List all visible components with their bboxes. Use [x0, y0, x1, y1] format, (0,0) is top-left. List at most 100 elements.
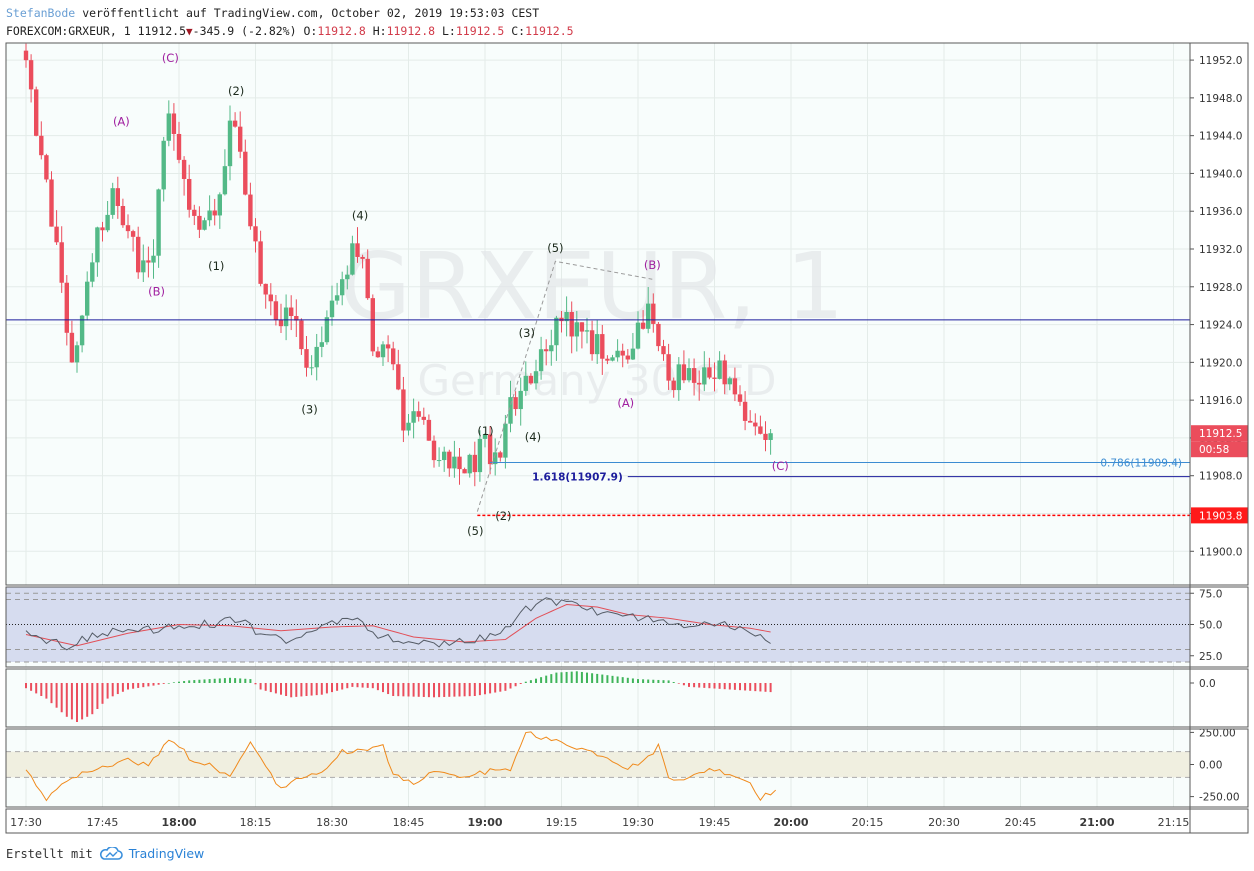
histogram-bar — [417, 683, 420, 697]
down-arrow-icon: ▼ — [186, 25, 193, 38]
wave-label: (3) — [301, 402, 317, 416]
osc1-main-line — [25, 597, 771, 651]
candle-body — [702, 367, 707, 385]
histogram-bar — [611, 675, 614, 683]
candle-body — [100, 227, 105, 231]
histogram-bar — [249, 679, 252, 683]
candle-body — [538, 349, 544, 372]
histogram-bar — [198, 679, 201, 683]
candle-body — [289, 307, 294, 317]
candle-body — [482, 434, 488, 439]
histogram-bar — [642, 679, 645, 683]
histogram-bar — [382, 683, 384, 693]
candle-body — [283, 307, 289, 327]
histogram-bar — [407, 683, 410, 697]
histogram-bar — [147, 683, 150, 687]
time-tick-label: 20:45 — [1005, 816, 1037, 829]
histogram-bar — [101, 683, 104, 704]
time-axis-border — [5, 808, 1249, 834]
histogram-bar — [208, 679, 211, 683]
current-price-tag: 11912.5 — [1199, 428, 1242, 440]
candle-body — [238, 126, 243, 152]
candle-body — [166, 113, 171, 141]
candle-body — [187, 178, 192, 210]
candle-body — [380, 344, 386, 358]
candle-body — [79, 315, 85, 346]
candle-body — [574, 322, 579, 337]
footer-prefix: Erstellt mit — [6, 846, 93, 861]
histogram-bar — [713, 683, 716, 689]
price-tick-label: 11952.0 — [1199, 55, 1242, 67]
histogram-bar — [157, 683, 160, 685]
histogram-bar — [341, 683, 344, 690]
candle-body — [28, 60, 34, 90]
time-tick-label: 20:15 — [852, 816, 884, 829]
wave-label: (C) — [772, 459, 789, 473]
footer-brand[interactable]: TradingView — [128, 846, 205, 861]
histogram-bar — [591, 673, 594, 683]
price-tick-label: 11948.0 — [1199, 93, 1242, 105]
wave-label: (3) — [519, 326, 535, 340]
candle-body — [467, 454, 472, 474]
price-tick-label: 11944.0 — [1199, 131, 1242, 143]
histogram-bar — [667, 680, 670, 683]
histogram-bar — [453, 683, 456, 697]
candle-body — [273, 301, 279, 321]
candle-body — [110, 188, 115, 215]
marker-price-tag: 11903.8 — [1199, 510, 1242, 522]
histogram-bar — [703, 683, 706, 688]
histogram-bar — [183, 681, 186, 683]
histogram-bar — [749, 683, 752, 691]
candle-body — [523, 375, 528, 391]
histogram-bar — [213, 678, 216, 683]
histogram-bar — [682, 683, 685, 686]
candle-body — [59, 242, 64, 283]
author-name[interactable]: StefanBode — [6, 6, 76, 20]
candle-body — [753, 422, 758, 427]
time-tick-label: 18:30 — [316, 816, 348, 829]
candle-body — [74, 345, 80, 363]
time-tick-label: 20:00 — [773, 816, 808, 829]
histogram-bar — [733, 683, 736, 690]
candles — [23, 43, 773, 487]
candle-body — [768, 433, 773, 440]
candle-body — [666, 354, 671, 381]
high-value: 11912.8 — [386, 24, 436, 38]
close-label: C: — [511, 24, 526, 38]
price-tick-label: 11936.0 — [1199, 206, 1242, 218]
histogram-bar — [754, 683, 757, 692]
histogram-bar — [86, 683, 89, 717]
candle-body — [105, 214, 110, 231]
candle-body — [156, 189, 161, 256]
histogram-bar — [142, 683, 145, 688]
histogram-bar — [575, 671, 578, 683]
time-tick-label: 19:45 — [699, 816, 731, 829]
candle-body — [727, 378, 732, 385]
histogram-bar — [708, 683, 711, 689]
histogram-bar — [519, 683, 522, 684]
wave-label: (5) — [547, 241, 563, 255]
histogram-bar — [759, 683, 762, 692]
osc2-tick-label: -250.00 — [1199, 792, 1240, 804]
histogram-bar — [473, 683, 476, 696]
wave-label: (4) — [525, 430, 541, 444]
candle-body — [737, 394, 743, 402]
histogram-bar — [672, 682, 675, 683]
candle-body — [212, 210, 217, 216]
candle-body — [748, 420, 753, 423]
histogram-bar — [723, 683, 726, 690]
histogram-bar — [392, 683, 395, 696]
candle-body — [615, 350, 620, 358]
histogram-bar — [647, 679, 650, 683]
candle-body — [549, 345, 554, 352]
candle-body — [758, 426, 763, 434]
candle-body — [646, 303, 651, 329]
candle-body — [125, 225, 131, 232]
osc2-line — [25, 731, 777, 802]
candle-body — [630, 348, 636, 360]
histogram-bar — [320, 683, 323, 695]
histogram-bar — [718, 683, 721, 689]
candle-body — [732, 378, 738, 395]
wave-labels: (A) (C) (B) (2) (1) (4) (3) (5) (3) (4) (1) (2) (5) (… — [113, 51, 789, 538]
